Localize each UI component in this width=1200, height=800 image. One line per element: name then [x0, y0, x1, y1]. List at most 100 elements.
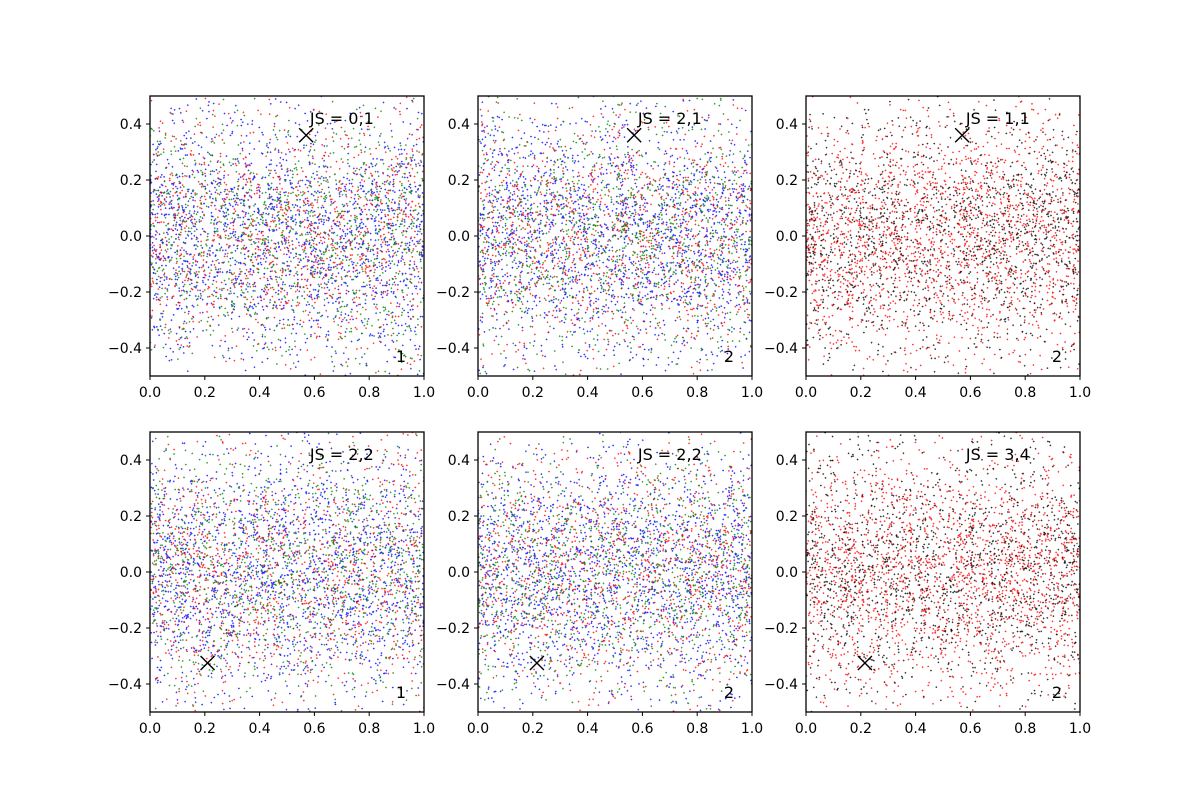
x-tick-label: 0.6: [303, 385, 325, 401]
x-tick-label: 0.2: [850, 721, 872, 737]
y-tick-label: 0.4: [448, 453, 470, 469]
x-marker: [298, 127, 314, 143]
x-marker: [857, 655, 873, 671]
panel-title: JS = 2,2: [637, 445, 702, 464]
x-tick-label: 0.4: [248, 721, 270, 737]
y-tick-label: −0.4: [108, 677, 142, 693]
x-tick-label: 0.2: [194, 721, 216, 737]
x-tick-label: 0.6: [959, 385, 981, 401]
x-tick-label: 0.2: [850, 385, 872, 401]
series-1-points: [806, 432, 1080, 712]
series-2-points: [478, 98, 752, 376]
y-tick-label: 0.0: [448, 229, 470, 245]
y-tick-label: 0.0: [448, 565, 470, 581]
x-marker: [626, 127, 642, 143]
x-tick-label: 0.8: [358, 385, 380, 401]
scatter-points: [478, 432, 752, 712]
x-marker: [954, 127, 970, 143]
y-tick-label: −0.2: [764, 621, 798, 637]
y-tick-label: −0.2: [436, 285, 470, 301]
x-tick-label: 0.4: [904, 721, 926, 737]
x-tick-label: 0.4: [576, 721, 598, 737]
x-tick-label: 0.8: [358, 721, 380, 737]
y-tick-label: 0.2: [120, 509, 142, 525]
x-tick-label: 0.8: [1014, 385, 1036, 401]
y-tick-label: 0.2: [448, 509, 470, 525]
series-3-points: [478, 96, 752, 376]
y-tick-label: −0.2: [764, 285, 798, 301]
x-tick-label: 0.4: [248, 385, 270, 401]
x-tick-label: 0.0: [139, 721, 161, 737]
x-tick-label: 0.6: [631, 721, 653, 737]
y-tick-label: 0.4: [120, 453, 142, 469]
corner-label: 2: [724, 347, 734, 366]
x-tick-label: 0.6: [631, 385, 653, 401]
scatter-points: [150, 96, 424, 376]
y-tick-label: −0.4: [764, 677, 798, 693]
series-1-points: [150, 432, 424, 712]
x-tick-label: 0.0: [795, 721, 817, 737]
corner-label: 2: [1052, 683, 1062, 702]
scatter-points: [478, 96, 752, 376]
y-tick-label: −0.2: [436, 621, 470, 637]
corner-label: 2: [724, 683, 734, 702]
y-tick-label: 0.0: [120, 229, 142, 245]
x-tick-label: 1.0: [1069, 385, 1091, 401]
scatter-points: [806, 432, 1080, 712]
series-3-points: [150, 432, 424, 712]
x-tick-label: 1.0: [413, 721, 435, 737]
panel-title: JS = 1,1: [965, 109, 1030, 128]
x-tick-label: 0.4: [904, 385, 926, 401]
x-tick-label: 1.0: [1069, 721, 1091, 737]
series-2-points: [150, 96, 424, 376]
x-tick-label: 0.6: [303, 721, 325, 737]
y-tick-label: 0.4: [448, 117, 470, 133]
y-tick-label: 0.2: [776, 509, 798, 525]
x-tick-label: 0.0: [139, 385, 161, 401]
x-tick-label: 0.0: [795, 385, 817, 401]
panel-title: JS = 2,2: [309, 445, 374, 464]
subplot-4: 0.0 0.2 0.4 0.6 0.8 1.0 −0.4 −0.2 0.0 0.2 0.4 JS = …: [108, 431, 435, 737]
series-3-points: [478, 434, 752, 710]
corner-label: 2: [1052, 347, 1062, 366]
y-tick-label: 0.2: [120, 173, 142, 189]
scatter-points: [150, 432, 424, 712]
x-tick-label: 0.2: [194, 385, 216, 401]
corner-label: 1: [396, 683, 406, 702]
y-tick-label: −0.4: [108, 341, 142, 357]
subplot-3: 0.0 0.2 0.4 0.6 0.8 1.0 −0.4 −0.2 0.0 0.2 0.4 JS = …: [764, 95, 1091, 401]
subplot-1: 0.0 0.2 0.4 0.6 0.8 1.0 −0.4 −0.2 0.0 0.2 0.4 JS = …: [108, 95, 435, 401]
series-2-points: [150, 432, 424, 712]
subplot-5: 0.0 0.2 0.4 0.6 0.8 1.0 −0.4 −0.2 0.0 0.2 0.4 JS = …: [436, 431, 763, 737]
x-tick-label: 1.0: [741, 721, 763, 737]
x-tick-label: 0.8: [686, 721, 708, 737]
panel-title: JS = 3,4: [965, 445, 1030, 464]
x-tick-label: 0.0: [467, 385, 489, 401]
series-3-points: [150, 97, 424, 373]
y-tick-label: 0.0: [776, 229, 798, 245]
x-tick-label: 0.4: [576, 385, 598, 401]
x-tick-label: 0.0: [467, 721, 489, 737]
y-tick-label: −0.4: [764, 341, 798, 357]
x-tick-label: 0.2: [522, 385, 544, 401]
x-tick-label: 1.0: [413, 385, 435, 401]
scatter-points: [806, 96, 1080, 376]
y-tick-label: −0.2: [108, 285, 142, 301]
x-marker: [529, 655, 545, 671]
y-tick-label: −0.4: [436, 677, 470, 693]
panel-title: JS = 2,1: [637, 109, 702, 128]
y-tick-label: 0.2: [776, 173, 798, 189]
series-2-points: [806, 432, 1080, 712]
x-tick-label: 0.2: [522, 721, 544, 737]
y-tick-label: −0.2: [108, 621, 142, 637]
y-tick-label: 0.4: [776, 453, 798, 469]
subplot-6: 0.0 0.2 0.4 0.6 0.8 1.0 −0.4 −0.2 0.0 0.2 0.4 JS = …: [764, 431, 1091, 737]
series-1-points: [806, 96, 1080, 376]
y-tick-label: 0.2: [448, 173, 470, 189]
x-tick-label: 0.8: [686, 385, 708, 401]
x-tick-label: 1.0: [741, 385, 763, 401]
y-tick-label: 0.0: [120, 565, 142, 581]
subplot-2: 0.0 0.2 0.4 0.6 0.8 1.0 −0.4 −0.2 0.0 0.2 0.4 JS = …: [436, 95, 763, 401]
y-tick-label: 0.4: [120, 117, 142, 133]
